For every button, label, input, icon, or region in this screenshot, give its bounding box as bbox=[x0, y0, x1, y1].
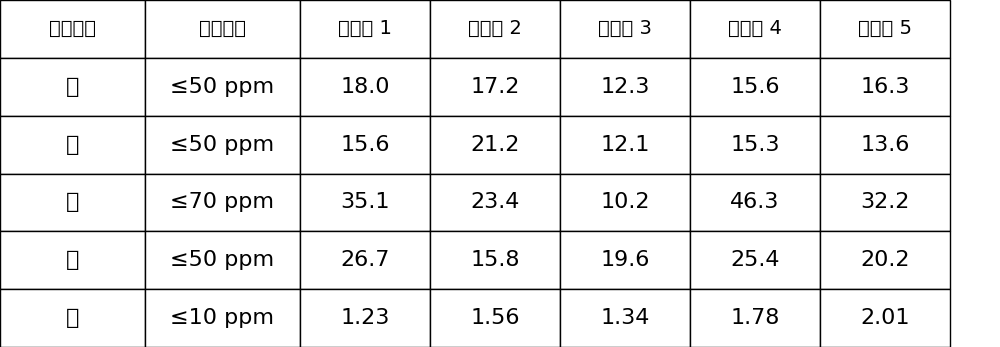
Bar bbox=[300, 231, 430, 289]
Bar bbox=[430, 116, 560, 174]
Text: 钾: 钾 bbox=[66, 250, 79, 270]
Text: 企业标准: 企业标准 bbox=[199, 19, 246, 39]
Text: 16.3: 16.3 bbox=[860, 77, 910, 97]
Bar bbox=[690, 289, 820, 347]
Bar bbox=[430, 231, 560, 289]
Text: 1.56: 1.56 bbox=[470, 308, 520, 328]
Text: 18.0: 18.0 bbox=[340, 77, 390, 97]
Bar bbox=[560, 0, 690, 58]
Text: 实施例 4: 实施例 4 bbox=[728, 19, 782, 39]
Bar bbox=[690, 116, 820, 174]
Text: 23.4: 23.4 bbox=[470, 193, 520, 212]
Text: 12.1: 12.1 bbox=[600, 135, 650, 154]
Bar bbox=[560, 58, 690, 116]
Text: 镁: 镁 bbox=[66, 135, 79, 154]
Text: 15.8: 15.8 bbox=[470, 250, 520, 270]
Bar bbox=[820, 116, 950, 174]
Text: 32.2: 32.2 bbox=[860, 193, 910, 212]
Text: ≤70 ppm: ≤70 ppm bbox=[170, 193, 274, 212]
Bar bbox=[145, 0, 300, 58]
Bar bbox=[820, 0, 950, 58]
Text: 实施例 1: 实施例 1 bbox=[338, 19, 392, 39]
Text: 实施例 5: 实施例 5 bbox=[858, 19, 912, 39]
Bar bbox=[300, 58, 430, 116]
Bar bbox=[560, 174, 690, 231]
Text: 10.2: 10.2 bbox=[600, 193, 650, 212]
Bar bbox=[690, 174, 820, 231]
Bar bbox=[0, 231, 145, 289]
Bar bbox=[300, 174, 430, 231]
Text: 15.6: 15.6 bbox=[340, 135, 390, 154]
Bar bbox=[145, 116, 300, 174]
Bar bbox=[430, 174, 560, 231]
Text: 15.3: 15.3 bbox=[730, 135, 780, 154]
Bar bbox=[0, 174, 145, 231]
Bar bbox=[560, 116, 690, 174]
Text: ≤50 ppm: ≤50 ppm bbox=[170, 77, 275, 97]
Text: 项目名称: 项目名称 bbox=[49, 19, 96, 39]
Bar bbox=[0, 289, 145, 347]
Text: 20.2: 20.2 bbox=[860, 250, 910, 270]
Text: ≤50 ppm: ≤50 ppm bbox=[170, 250, 275, 270]
Bar bbox=[0, 116, 145, 174]
Text: 35.1: 35.1 bbox=[340, 193, 390, 212]
Text: 15.6: 15.6 bbox=[730, 77, 780, 97]
Text: 13.6: 13.6 bbox=[860, 135, 910, 154]
Text: ≤50 ppm: ≤50 ppm bbox=[170, 135, 275, 154]
Text: 21.2: 21.2 bbox=[470, 135, 520, 154]
Bar bbox=[0, 58, 145, 116]
Text: 46.3: 46.3 bbox=[730, 193, 780, 212]
Text: 1.23: 1.23 bbox=[340, 308, 390, 328]
Bar bbox=[560, 289, 690, 347]
Bar bbox=[820, 289, 950, 347]
Text: 铁: 铁 bbox=[66, 308, 79, 328]
Bar bbox=[145, 174, 300, 231]
Bar bbox=[300, 289, 430, 347]
Text: 钠: 钠 bbox=[66, 193, 79, 212]
Bar bbox=[430, 58, 560, 116]
Bar bbox=[145, 231, 300, 289]
Bar bbox=[690, 231, 820, 289]
Text: 1.78: 1.78 bbox=[730, 308, 780, 328]
Text: 2.01: 2.01 bbox=[860, 308, 910, 328]
Bar bbox=[145, 289, 300, 347]
Bar bbox=[690, 58, 820, 116]
Bar bbox=[690, 0, 820, 58]
Bar bbox=[430, 289, 560, 347]
Bar bbox=[820, 231, 950, 289]
Bar bbox=[145, 58, 300, 116]
Bar bbox=[300, 0, 430, 58]
Text: 19.6: 19.6 bbox=[600, 250, 650, 270]
Text: 26.7: 26.7 bbox=[340, 250, 390, 270]
Bar bbox=[820, 58, 950, 116]
Text: 12.3: 12.3 bbox=[600, 77, 650, 97]
Text: 25.4: 25.4 bbox=[730, 250, 780, 270]
Text: 17.2: 17.2 bbox=[470, 77, 520, 97]
Bar bbox=[300, 116, 430, 174]
Text: ≤10 ppm: ≤10 ppm bbox=[170, 308, 274, 328]
Bar bbox=[0, 0, 145, 58]
Text: 钙: 钙 bbox=[66, 77, 79, 97]
Bar bbox=[560, 231, 690, 289]
Text: 实施例 2: 实施例 2 bbox=[468, 19, 522, 39]
Bar bbox=[820, 174, 950, 231]
Text: 实施例 3: 实施例 3 bbox=[598, 19, 652, 39]
Bar bbox=[430, 0, 560, 58]
Text: 1.34: 1.34 bbox=[600, 308, 650, 328]
